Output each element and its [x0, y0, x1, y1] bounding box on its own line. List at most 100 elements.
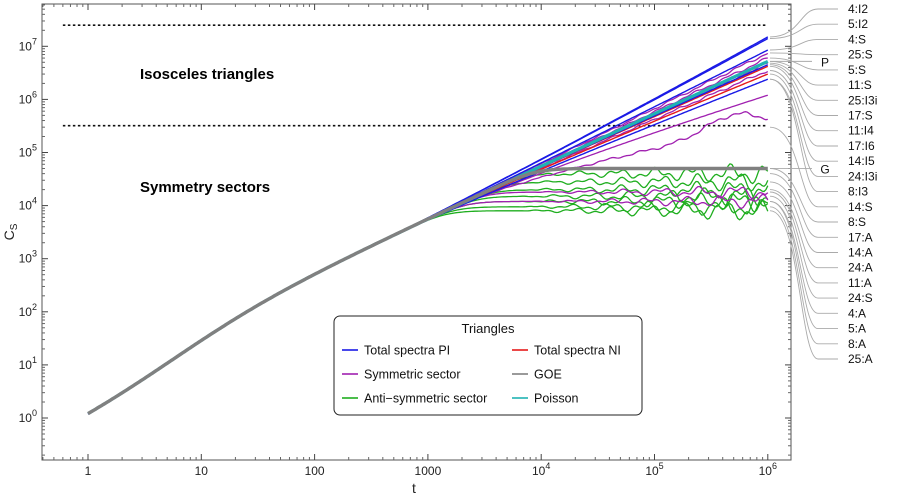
x-tick-label: 105: [645, 461, 663, 478]
legend-title: Triangles: [462, 321, 515, 336]
x-tick-label-base: 10: [759, 464, 773, 478]
y-axis-title-sub: S: [9, 223, 20, 230]
x-tick-label-exp: 6: [772, 461, 777, 471]
tick-layer: 1 10 100 1000 104 105 106100101102103104105106…: [19, 4, 791, 478]
goe-line: [87, 166, 768, 416]
x-tick-label: 1: [85, 464, 92, 478]
x-tick-label: 10: [195, 464, 209, 478]
annotation-isosceles: Isosceles triangles: [140, 66, 274, 83]
y-axis-title-main: C: [1, 230, 17, 240]
y-tick-label-exp: 5: [32, 143, 37, 153]
x-tick-label: 100: [305, 464, 325, 478]
y-tick-label-exp: 1: [32, 355, 37, 365]
side-label-connector: [769, 200, 838, 330]
side-label-connector: [769, 60, 838, 86]
side-label-connector: [769, 189, 838, 269]
side-label-connector: [769, 173, 838, 238]
y-tick-label-base: 10: [19, 146, 33, 160]
x-tick-label: 104: [532, 461, 550, 478]
y-tick-label-base: 10: [19, 305, 33, 319]
legend-entries: Total spectra PI Total spectra NI Symmetri…: [342, 344, 621, 406]
side-label: 17:S: [848, 109, 873, 123]
side-label: 4:A: [848, 306, 866, 320]
side-label: 5:S: [848, 63, 866, 77]
side-label-connector: [769, 73, 838, 162]
y-tick-label: 106: [19, 89, 37, 106]
y-tick-label-exp: 4: [32, 196, 37, 206]
side-label-connector: [769, 126, 838, 208]
legend-label: GOE: [534, 368, 562, 382]
y-tick-label: 105: [19, 143, 37, 160]
y-tick-label-exp: 7: [32, 36, 37, 46]
legend-label: Symmetric sector: [364, 368, 461, 382]
y-tick-label: 102: [19, 302, 37, 319]
y-tick-label: 107: [19, 36, 37, 53]
side-label-connector: [769, 78, 838, 193]
y-tick-label-base: 10: [19, 92, 33, 106]
x-tick-label: 106: [759, 461, 777, 478]
side-label-layer: 4:I25:I24:S25:S5:S11:S25:I3i17:S11:I417:…: [820, 2, 877, 366]
side-label-connector: [769, 8, 838, 38]
side-label-connector: [769, 206, 838, 345]
side-label-connector: [769, 168, 838, 223]
side-label: 8:A: [848, 337, 866, 351]
side-label: 11:I4: [848, 124, 874, 138]
side-label-connector: [769, 70, 838, 147]
side-label-connector: [769, 191, 838, 284]
y-tick-label-exp: 2: [32, 302, 37, 312]
side-label-connector: [769, 23, 838, 39]
y-tick-label-base: 10: [19, 411, 33, 425]
side-label: 11:S: [848, 78, 872, 92]
side-label: 25:A: [848, 352, 873, 366]
x-axis-title: t: [412, 480, 416, 496]
side-label: 14:S: [848, 200, 873, 214]
side-label-connector: [769, 52, 838, 56]
side-label: 17:A: [848, 230, 873, 244]
side-label: 11:A: [848, 276, 872, 290]
side-label: 4:S: [848, 32, 866, 46]
side-label-connector: [769, 57, 838, 71]
y-tick-label-exp: 0: [32, 408, 37, 418]
x-tick-label: 1000: [415, 464, 442, 478]
side-label: 24:A: [848, 261, 873, 275]
x-tick-label-base: 10: [645, 464, 659, 478]
y-tick-label: 100: [19, 408, 37, 425]
y-axis-title: CS: [1, 223, 20, 240]
side-label: 24:I3i: [848, 169, 877, 183]
y-tick-label: 104: [19, 196, 37, 213]
side-label: 14:A: [848, 245, 873, 259]
y-tick-label: 101: [19, 355, 37, 372]
y-tick-label: 103: [19, 249, 37, 266]
y-tick-label-base: 10: [19, 199, 33, 213]
side-label: 14:I5: [848, 154, 875, 168]
side-label-connector: [769, 38, 838, 51]
legend: Triangles Total spectra PI Total spectra …: [333, 315, 643, 416]
side-label: 25:S: [848, 48, 873, 62]
x-tick-label-base: 10: [532, 464, 546, 478]
side-label: 8:S: [848, 215, 866, 229]
side-label-connector: [769, 195, 838, 299]
side-label: 8:I3: [848, 185, 868, 199]
legend-label: Total spectra NI: [534, 344, 621, 358]
side-label-connector: [769, 65, 838, 132]
side-label: 4:I2: [848, 2, 868, 16]
label-connector-layer: [769, 8, 838, 360]
side-label: 5:I2: [848, 17, 868, 31]
y-tick-label-base: 10: [19, 252, 33, 266]
x-tick-label-exp: 5: [659, 461, 664, 471]
side-label-connector: [769, 64, 838, 116]
legend-box: [333, 315, 643, 416]
side-label: 25:I3i: [848, 93, 877, 107]
y-tick-label-base: 10: [19, 358, 33, 372]
side-label: 5:A: [848, 322, 866, 336]
annotation-symmetry-sectors: Symmetry sectors: [140, 179, 270, 196]
legend-label: Anti−symmetric sector: [364, 392, 487, 406]
y-tick-label-exp: 3: [32, 249, 37, 259]
side-label-connector: [769, 62, 838, 101]
legend-label: Total spectra PI: [364, 344, 450, 358]
side-label: 17:I6: [848, 139, 875, 153]
curve-marker-label: P: [821, 55, 829, 69]
curve-marker-label: G: [820, 162, 829, 176]
series-layer: [87, 36, 769, 416]
